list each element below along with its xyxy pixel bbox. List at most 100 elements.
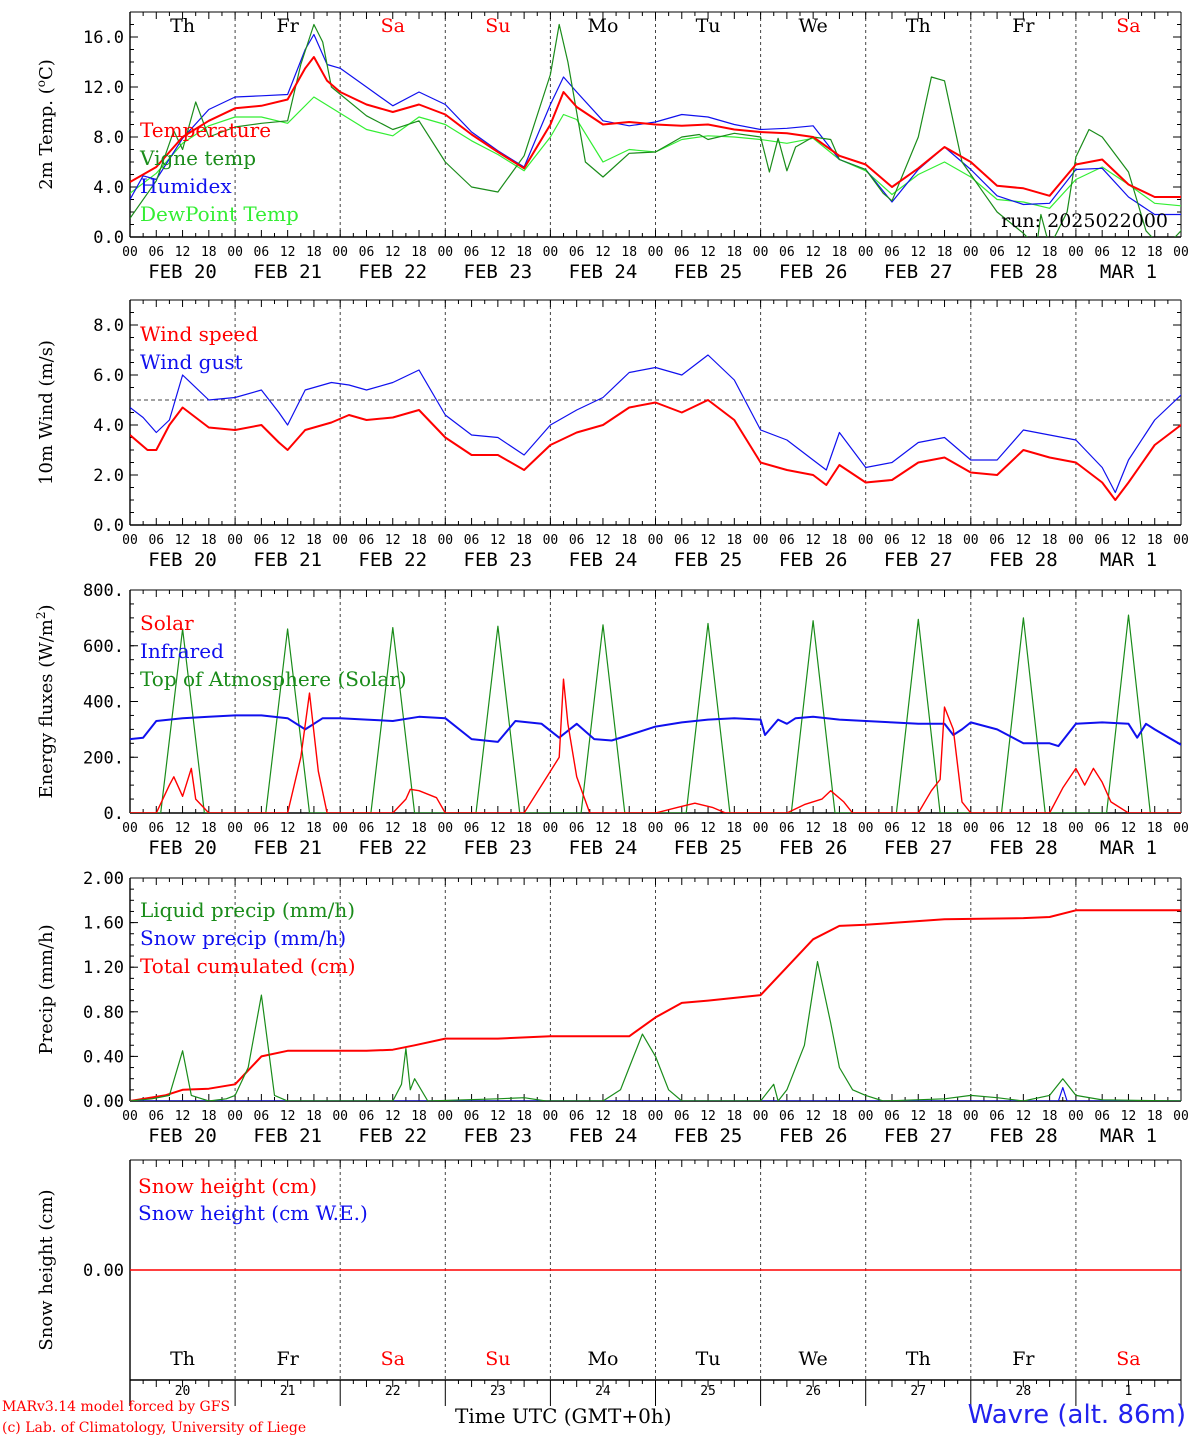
x-tick-label: 06 [148,245,164,260]
date-label: FEB 27 [884,1125,953,1147]
y-tick-label: 0. [104,804,124,824]
day-of-week-label: Fr [277,1348,300,1370]
x-tick-label: 18 [832,821,848,836]
legend-entry: Wind gust [140,350,243,374]
x-tick-label: 12 [805,245,821,260]
date-label: FEB 28 [989,549,1058,571]
date-label: FEB 20 [148,261,217,283]
date-label: FEB 26 [779,549,848,571]
y-tick-label: 8.0 [93,316,124,336]
date-label: FEB 24 [569,261,638,283]
x-tick-label: 12 [700,245,716,260]
x-tick-label: 00 [963,1109,979,1124]
x-tick-label: 00 [1068,821,1084,836]
x-tick-label: 06 [254,245,270,260]
series-line-temperature [130,56,1181,198]
x-tick-label: 12 [1016,821,1032,836]
legend-entry: Vigne temp [139,146,256,170]
series-line-infrared [130,714,1181,748]
date-label: FEB 22 [358,837,427,859]
location-title: Wavre (alt. 86m) [967,1400,1186,1430]
day-of-week-label: Fr [1012,1348,1035,1370]
bottom-time-axis [129,1379,1182,1406]
x-tick-label: 00 [753,1109,769,1124]
y-tick-label: 1.60 [83,914,124,934]
x-tick-label: 12 [385,245,401,260]
x-tick-label: 18 [516,245,532,260]
y-tick-label: 200. [83,748,124,768]
date-label: FEB 23 [464,261,533,283]
x-tick-label: 00 [437,1109,453,1124]
x-tick-label: 06 [1094,245,1110,260]
x-tick-label: 00 [648,245,664,260]
x-tick-label: 00 [227,245,243,260]
series-line-snow-precip-mm-h [130,1087,1181,1101]
y-tick-label: 0.80 [83,1003,124,1023]
series-line-total-cumulated-cm [130,909,1181,1101]
legend-entry: Snow height (cm) [138,1174,317,1198]
series-line-humidex [130,33,1181,216]
x-tick-label: 18 [201,1109,217,1124]
x-tick-label: 12 [1016,1109,1032,1124]
x-tick-label: 06 [779,245,795,260]
x-tick-label: 06 [464,533,480,548]
y-tick-label: 0.00 [83,1092,124,1112]
x-tick-label: 06 [148,821,164,836]
x-tick-label: 12 [595,533,611,548]
x-tick-label: 06 [569,245,585,260]
x-tick-label: 06 [989,821,1005,836]
x-tick-label: 12 [280,533,296,548]
day-number-label: 21 [280,1384,296,1399]
y-tick-label: 0.0 [93,516,124,536]
x-tick-label: 18 [306,533,322,548]
x-tick-label: 18 [201,533,217,548]
day-of-week-label: Sa [381,1348,405,1370]
date-label: MAR 1 [1100,1125,1157,1147]
day-of-week-label: Th [170,1348,195,1370]
y-tick-label: 400. [83,693,124,713]
date-label: FEB 22 [358,1125,427,1147]
x-tick-label: 18 [516,533,532,548]
x-tick-label: 12 [595,821,611,836]
x-tick-label: 18 [937,821,953,836]
x-tick-label: 00 [332,245,348,260]
x-tick-label: 00 [543,533,559,548]
panel-precip: 0.00 0.40 0.80 1.20 1.60 2.00 Precip (mm/h) Liq… [36,869,1189,1147]
date-label: FEB 21 [253,549,322,571]
x-tick-label: 12 [910,821,926,836]
date-label: FEB 21 [253,261,322,283]
x-tick-label: 12 [490,821,506,836]
x-tick-label: 00 [543,1109,559,1124]
x-tick-label: 00 [1173,821,1189,836]
date-label: FEB 23 [464,549,533,571]
x-tick-label: 06 [359,821,375,836]
x-tick-label: 18 [937,533,953,548]
x-tick-label: 06 [884,533,900,548]
x-tick-label: 00 [227,533,243,548]
day-of-week-label: Mo [587,1348,618,1370]
x-tick-label: 18 [411,533,427,548]
x-tick-label: 12 [175,1109,191,1124]
x-tick-label: 00 [648,1109,664,1124]
x-tick-label: 06 [359,533,375,548]
x-tick-label: 06 [464,1109,480,1124]
y-tick-label: 0.0 [93,228,124,248]
x-tick-label: 12 [175,821,191,836]
x-tick-label: 18 [1147,533,1163,548]
y-axis-label: 2m Temp. (oC) [34,59,57,190]
date-label: FEB 28 [989,837,1058,859]
x-tick-label: 06 [884,245,900,260]
x-tick-label: 18 [621,1109,637,1124]
y-tick-label: 16.0 [83,28,124,48]
day-of-week-label: We [799,1348,828,1370]
date-label: MAR 1 [1100,261,1157,283]
x-tick-label: 18 [832,533,848,548]
series-line-top-of-atmosphere-solar [130,614,1181,813]
x-tick-label: 06 [1094,533,1110,548]
day-of-week-label: Tu [696,15,721,37]
x-tick-label: 18 [832,245,848,260]
day-of-week-label: Fr [277,15,300,37]
date-label: FEB 20 [148,549,217,571]
x-tick-label: 06 [674,1109,690,1124]
date-label: FEB 20 [148,837,217,859]
